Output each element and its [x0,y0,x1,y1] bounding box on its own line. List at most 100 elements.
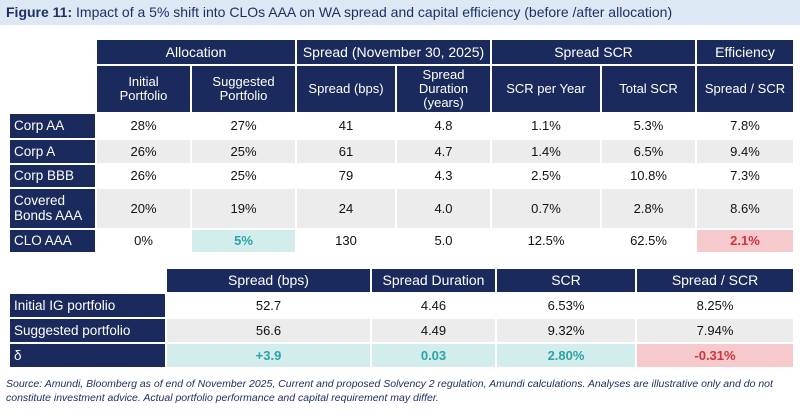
cell-text: 10.8% [630,168,667,184]
cell: 2.80% [495,342,637,369]
cell-text: Allocation [165,43,227,60]
cell: 25% [190,138,297,165]
row-label: Corp A [8,138,97,165]
cell: -0.31% [635,342,795,369]
column-header: Total SCR [600,64,697,114]
cell: 1.4% [490,138,602,165]
cell-text: 26% [130,168,157,184]
cell: 4.8 [395,112,492,140]
group-header: Spread (November 30, 2025) [295,38,492,66]
row-label: Initial IG portfolio [8,292,167,319]
cell-text: Spread (November 30, 2025) [302,43,485,60]
cell-text: 2.80% [547,347,585,363]
cell-text: 4.46 [420,297,447,313]
cell-text: 4.7 [434,143,453,159]
cell-text: 9.32% [547,322,585,338]
cell: 7.8% [695,112,795,140]
cell-text: +3.9 [255,347,282,363]
cell: 5.0 [395,228,492,254]
cell-text: 19% [230,200,257,216]
row-label: Covered Bonds AAA [8,187,97,230]
data-row: Initial IG portfolio 52.7 4.46 6.53% 8.25% [8,292,795,319]
cell: 1.1% [490,112,602,140]
cell-text: Spread Duration (years) [418,66,469,111]
cell-text: CLO AAA [14,233,72,249]
cell: 41 [295,112,397,140]
allocation-table: Allocation Spread (November 30, 2025) Spre… [8,38,795,254]
cell-text: Suggested Portfolio [212,73,275,103]
data-row: Covered Bonds AAA 20% 19% 24 4.0 0.7% 2.8% 8.6% [8,187,795,230]
cell: 2.8% [600,187,697,230]
cell: 19% [190,187,297,230]
group-header: Efficiency [695,38,795,66]
data-row: CLO AAA 0% 5% 130 5.0 12.5% 62.5% 2.1% [8,228,795,254]
cell: 6.5% [600,138,697,165]
cell: 130 [295,228,397,254]
cell: 0.7% [490,187,602,230]
row-label: Corp AA [8,112,97,140]
cell-text: 2.8% [633,200,664,216]
column-header: Spread Duration [370,267,497,294]
cell-text: 1.4% [531,143,561,159]
cell: 24 [295,187,397,230]
row-label: CLO AAA [8,228,97,254]
column-row: Initial Portfolio Suggested Portfolio Spre… [8,64,795,114]
cell-text: 4.8 [434,118,453,134]
data-row: Corp BBB 26% 25% 79 4.3 2.5% 10.8% 7.3% [8,163,795,189]
cell-text: Spread / SCR [704,81,786,97]
cell: 20% [95,187,192,230]
cell-text: 8.6% [730,200,760,216]
cell-text: 4.0 [434,200,453,216]
cell-text: 52.7 [255,297,282,313]
cell-text: 5.0 [434,233,453,249]
cell: 8.25% [635,292,795,319]
cell-text: 56.6 [255,322,282,338]
cell-text: 61 [338,143,354,159]
blank [8,38,97,66]
cell: 4.7 [395,138,492,165]
cell-text: -0.31% [694,347,736,363]
cell: +3.9 [165,342,372,369]
cell: 62.5% [600,228,697,254]
cell-text: Spread (bps) [308,81,384,97]
cell-text: 27% [230,118,257,134]
cell-text: Covered Bonds AAA [14,192,83,223]
cell-text: 24 [338,200,354,216]
row-label: Corp BBB [8,163,97,189]
column-header: SCR [495,267,637,294]
cell: 7.94% [635,317,795,344]
cell-text: δ [14,347,22,363]
cell-text: 5% [234,233,253,249]
group-header: Allocation [95,38,297,66]
cell-text: Total SCR [619,81,678,97]
cell-text: 0.7% [531,200,561,216]
cell-text: Spread Duration [382,272,485,289]
cell-text: Efficiency [715,43,775,60]
column-header: Spread / SCR [695,64,795,114]
cell: 28% [95,112,192,140]
cell-text: Spread / SCR [671,272,759,289]
figure-label: Figure 11: [6,4,73,20]
cell: 9.32% [495,317,637,344]
column-header: Spread Duration (years) [395,64,492,114]
cell: 61 [295,138,397,165]
title-bar: Figure 11: Impact of a 5% shift into CLO… [0,0,800,25]
cell: 4.46 [370,292,497,319]
cell-text: Corp A [14,143,56,159]
row-label: δ [8,342,167,369]
cell-text: 79 [338,168,354,184]
column-header: Suggested Portfolio [190,64,297,114]
cell-text: 62.5% [630,233,667,249]
summary-table: Spread (bps) Spread Duration SCR Spread / S… [8,267,795,369]
cell: 5% [190,228,297,254]
cell-text: 6.53% [547,297,585,313]
cell: 0% [95,228,192,254]
data-row: Suggested portfolio 56.6 4.49 9.32% 7.94% [8,317,795,344]
cell-text: 0% [134,233,153,249]
cell: 7.3% [695,163,795,189]
cell-text: 0.03 [420,347,447,363]
cell: 5.3% [600,112,697,140]
cell: 26% [95,163,192,189]
cell-text: 9.4% [730,143,760,159]
